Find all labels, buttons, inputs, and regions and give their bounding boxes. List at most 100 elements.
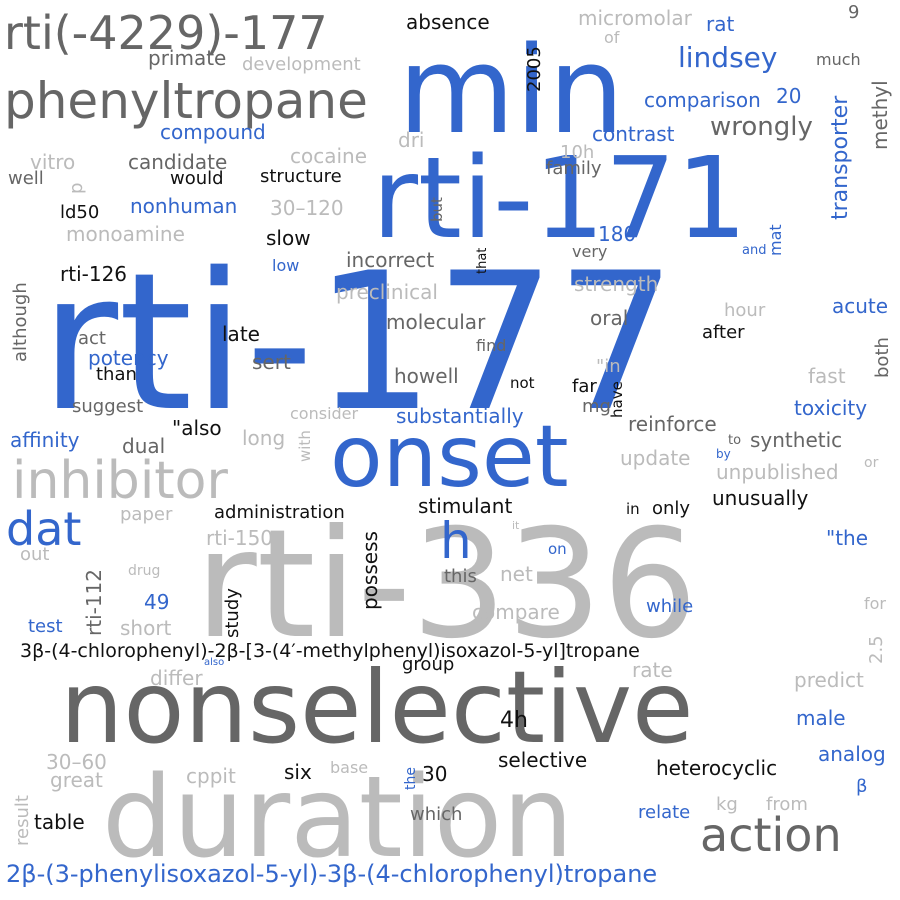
word-affinity: affinity xyxy=(10,428,80,452)
word-very: very xyxy=(572,242,608,261)
word-six: six xyxy=(284,760,312,784)
word-phenyltropane: phenyltropane xyxy=(4,72,368,130)
word-relate: relate xyxy=(638,802,691,823)
word-lindsey: lindsey xyxy=(678,41,778,74)
word-have: have xyxy=(608,381,626,418)
word-late: late xyxy=(222,322,260,346)
word-for: for xyxy=(864,594,886,613)
word-from: from xyxy=(766,794,808,815)
word-by: by xyxy=(716,447,731,461)
word-low: low xyxy=(272,256,300,275)
word-synthetic: synthetic xyxy=(750,428,843,452)
word-9: 9 xyxy=(848,2,860,23)
word-howell: howell xyxy=(394,364,459,388)
word-base: base xyxy=(330,758,369,777)
word-with: with xyxy=(296,430,314,462)
word-consider: consider xyxy=(290,404,359,423)
word-possess: possess xyxy=(358,531,382,610)
word-update: update xyxy=(620,446,691,470)
word-preclinical: preclinical xyxy=(336,280,438,304)
word-quote-the: "the xyxy=(826,526,869,550)
word-substantially: substantially xyxy=(396,404,524,428)
word-out: out xyxy=(20,544,50,565)
word-nonselective: nonselective xyxy=(60,649,694,766)
word-in: in xyxy=(626,500,640,518)
word-10h: 10h xyxy=(560,142,595,163)
word-on: on xyxy=(548,540,567,558)
word-oral: oral xyxy=(590,306,629,330)
word-both: both xyxy=(872,337,893,378)
word-rti-336: rti-336 xyxy=(195,498,698,672)
word-heterocyclic: heterocyclic xyxy=(656,756,778,780)
word-primate: primate xyxy=(148,46,227,70)
word-180: 180 xyxy=(598,222,637,246)
word-but: but xyxy=(428,197,446,222)
word-p: p xyxy=(66,182,87,194)
word-family: family xyxy=(546,158,602,179)
word-toxicity: toxicity xyxy=(794,396,868,420)
word-rti-150: rti-150 xyxy=(206,526,274,550)
word-2-5: 2.5 xyxy=(866,635,887,664)
word-compare: compare xyxy=(472,600,560,624)
word-analog: analog xyxy=(818,742,886,766)
word-mg: mg xyxy=(582,396,611,417)
word-differ: differ xyxy=(150,666,203,690)
word-incorrect: incorrect xyxy=(346,248,435,272)
word-great: great xyxy=(50,768,103,792)
word-than: than xyxy=(96,364,137,385)
word-study: study xyxy=(222,588,243,638)
word-rti-112: rti-112 xyxy=(82,568,106,636)
word-group: group xyxy=(402,654,455,675)
word-unusually: unusually xyxy=(712,486,809,510)
word-dri: dri xyxy=(398,128,425,152)
word-that: that xyxy=(475,247,490,274)
word-quote-in: "in xyxy=(596,356,621,377)
word-h: h xyxy=(440,512,472,570)
word-rat: rat xyxy=(706,12,735,36)
word-min: min xyxy=(398,22,625,161)
word-acute: acute xyxy=(832,294,889,318)
word-short: short xyxy=(120,616,172,640)
word-tropane-long-2: 2β-(3-phenylisoxazol-5-yl)-3β-(4-chlorop… xyxy=(6,860,658,888)
word-reinforce: reinforce xyxy=(628,412,717,436)
word-drug: drug xyxy=(128,563,161,579)
word-although: although xyxy=(10,282,31,362)
word-selective: selective xyxy=(498,748,588,772)
word-development: development xyxy=(242,54,361,75)
word-micromolar: micromolar xyxy=(578,6,692,30)
word-administration: administration xyxy=(214,502,345,523)
word-beta: β xyxy=(856,776,868,797)
word-which: which xyxy=(410,804,463,825)
word-hour: hour xyxy=(724,300,766,321)
word-30-120: 30–120 xyxy=(270,196,344,220)
word-4h: 4h xyxy=(500,708,528,733)
word-absence: absence xyxy=(406,10,490,34)
word-find: find xyxy=(476,336,507,355)
word-2005: 2005 xyxy=(524,46,545,92)
word-suggest: suggest xyxy=(72,396,144,417)
word-paper: paper xyxy=(120,504,173,525)
word-also: also xyxy=(204,657,225,668)
word-cppit: cppit xyxy=(186,764,236,788)
word-of: of xyxy=(604,28,620,47)
word-it: it xyxy=(512,519,520,532)
word-this: this xyxy=(444,566,477,587)
word-only: only xyxy=(652,498,691,519)
word-cocaine: cocaine xyxy=(290,144,368,168)
word-fast: fast xyxy=(808,364,846,388)
word-table: table xyxy=(34,810,85,834)
word-tropane-long-1: 3β-(4-chlorophenyl)-2β-[3-(4′-methylphen… xyxy=(20,640,640,662)
word-transporter: transporter xyxy=(828,95,853,220)
word-the: the xyxy=(403,767,419,790)
word-rti-4229-177: rti(-4229)-177 xyxy=(4,6,328,60)
word-test: test xyxy=(28,616,63,637)
word-much: much xyxy=(816,50,861,69)
word-vitro: vitro xyxy=(30,150,76,174)
word-methyl: methyl xyxy=(868,80,892,150)
word-potency: potency xyxy=(88,346,169,370)
word-rti-126: rti-126 xyxy=(60,262,128,286)
word-duration: duration xyxy=(102,753,574,883)
word-monoamine: monoamine xyxy=(66,222,185,246)
word-stimulant: stimulant xyxy=(418,494,513,518)
